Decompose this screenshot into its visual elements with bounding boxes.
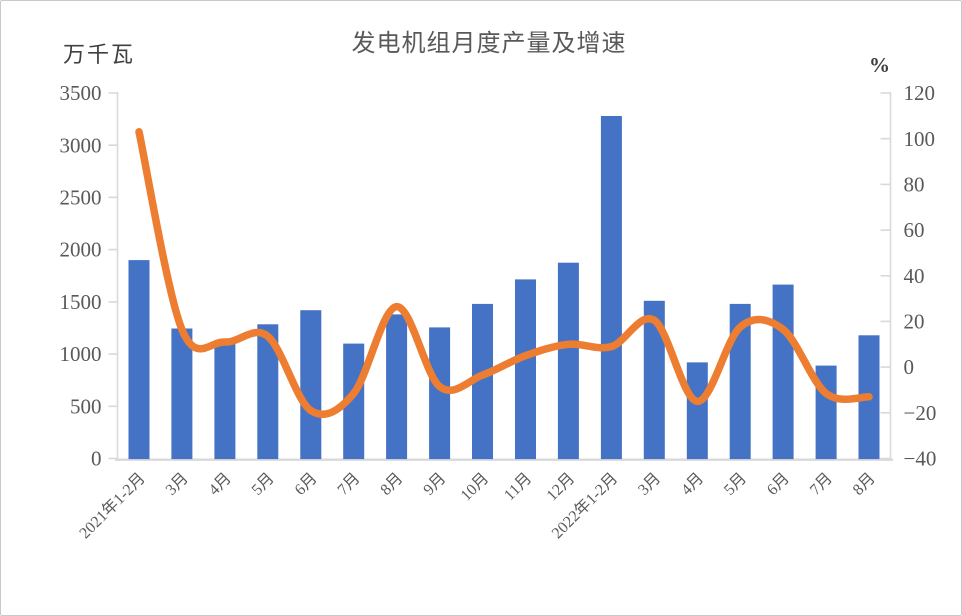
bar [300,310,322,460]
x-axis-label: 8月 [377,470,406,499]
left-axis-tick-label: 3000 [60,133,102,157]
right-axis-tick-label: 20 [904,310,925,334]
left-axis-tick-label: 500 [70,394,102,418]
x-axis-label: 4月 [206,470,235,499]
bar [343,343,365,460]
right-axis-tick-label: −20 [904,401,937,425]
bar [729,303,751,460]
x-axis-label: 6月 [292,470,321,499]
left-axis-tick-label: 0 [91,447,102,471]
chart-title: 发电机组月度产量及增速 [351,31,627,57]
bar [386,314,408,460]
right-axis: 120 100 80 60 40 20 0 −20 −40 [880,81,937,471]
left-axis-tick-label: 1500 [60,290,102,314]
left-axis-tick-label: 3500 [60,81,102,105]
right-axis-tick-label: 100 [904,127,936,151]
bar [600,116,622,460]
bar [429,327,451,460]
x-axis-label: 2021年1-2月 [76,469,149,542]
bar [686,362,708,460]
left-axis: 3500 3000 2500 2000 1500 1000 500 0 [60,81,118,471]
x-axis-label: 5月 [721,470,750,499]
right-axis-tick-label: 120 [904,81,936,105]
bar [214,343,236,460]
bar [472,303,493,460]
right-axis-tick-label: 0 [904,355,915,379]
x-axis-label: 12月 [544,470,579,505]
x-axis-labels: 2021年1-2月 3月 4月 5月 6月 7月 8月 9月 10月 11月 12月2022年1-2… [76,469,879,542]
x-axis-label: 4月 [678,470,707,499]
bar [557,262,579,460]
x-axis-label: 7月 [807,470,836,499]
right-axis-tick-label: 40 [904,264,925,288]
left-axis-unit-label: 万千瓦 [63,42,136,67]
x-axis-label: 5月 [249,470,278,499]
x-axis-label: 6月 [764,470,793,499]
right-axis-tick-label: −40 [904,447,937,471]
bar [257,324,279,460]
bar [772,284,794,460]
left-axis-tick-label: 2000 [60,238,102,262]
x-axis-label: 3月 [635,470,664,499]
production-bars [128,116,880,460]
left-axis-tick-label: 1000 [60,342,102,366]
growth-rate-line [135,128,873,419]
x-axis-label: 10月 [458,470,493,505]
bar [643,300,665,460]
bar [515,279,536,460]
x-axis-label: 7月 [335,470,364,499]
x-axis-label: 8月 [850,470,879,499]
x-axis-label: 9月 [420,470,449,499]
x-axis-label: 3月 [163,470,192,499]
bar [171,328,193,460]
bar [128,260,150,460]
right-axis-unit-label: % [869,53,890,77]
right-axis-tick-label: 80 [904,173,925,197]
right-axis-tick-label: 60 [904,218,925,242]
left-axis-tick-label: 2500 [60,186,102,210]
x-axis-label: 11月 [501,470,535,504]
